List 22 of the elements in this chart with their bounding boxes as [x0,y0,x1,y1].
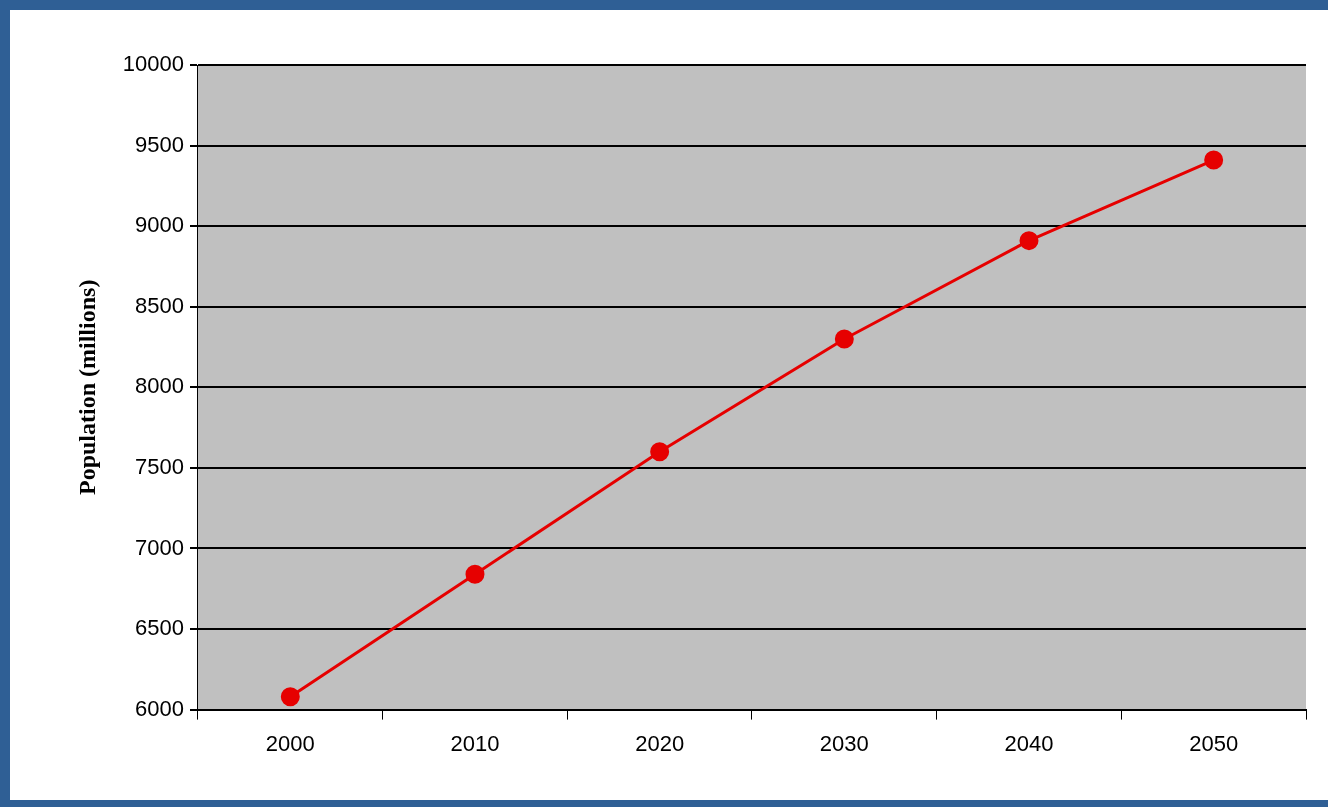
point [834,329,854,349]
y-tick-label: 9500 [135,131,184,157]
x-tick-label: 2050 [1189,730,1239,756]
y-tick-label: 6500 [135,615,184,641]
y-tick-label: 6000 [135,695,184,721]
point [280,687,300,707]
x-tick-label: 2020 [635,730,685,756]
x-tick-label: 2000 [265,730,315,756]
y-tick-label: 7500 [135,453,184,479]
y-tick-label: 8000 [135,373,184,399]
y-tick-label: 7000 [135,534,184,560]
point [650,442,670,462]
x-tick-label: 2030 [819,730,869,756]
point [465,564,485,584]
y-axis-title: Population (millions) [73,279,100,495]
point [1019,231,1039,251]
point [1204,150,1224,170]
x-tick-label: 2040 [1004,730,1054,756]
y-tick-label: 10000 [122,51,184,77]
y-tick-label: 8500 [135,292,184,318]
x-tick-label: 2010 [450,730,500,756]
y-tick-label: 9000 [135,212,184,238]
